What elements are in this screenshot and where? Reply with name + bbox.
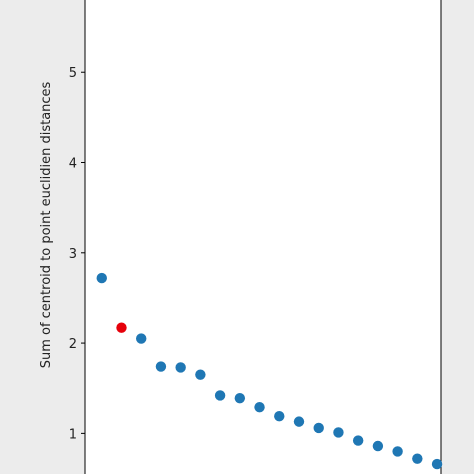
y-tick-label: 1 (69, 427, 77, 442)
data-point (234, 392, 246, 404)
data-point (195, 369, 206, 380)
data-point (214, 390, 226, 401)
y-tick-label: 4 (69, 157, 77, 172)
data-point (155, 361, 167, 372)
data-point (175, 362, 186, 373)
data-point (254, 401, 265, 413)
plot-area (84, 0, 442, 474)
data-point (96, 272, 107, 284)
data-point (333, 427, 344, 438)
y-axis-label: Sum of centroid to point euclidien dista… (39, 81, 54, 368)
data-point (412, 453, 423, 464)
data-points (96, 272, 443, 470)
data-point (392, 446, 403, 457)
data-point (136, 333, 147, 344)
data-point (293, 416, 305, 427)
data-point (352, 435, 364, 446)
data-point (274, 411, 285, 422)
data-point (313, 422, 324, 434)
y-tick-label: 3 (69, 247, 77, 262)
highlighted-data-point (116, 322, 127, 333)
y-tick-label: 5 (69, 66, 77, 81)
y-tick-label: 2 (69, 337, 77, 352)
data-point (372, 440, 384, 452)
data-point (431, 458, 443, 470)
y-axis: 1 2 3 4 5 (69, 66, 85, 442)
